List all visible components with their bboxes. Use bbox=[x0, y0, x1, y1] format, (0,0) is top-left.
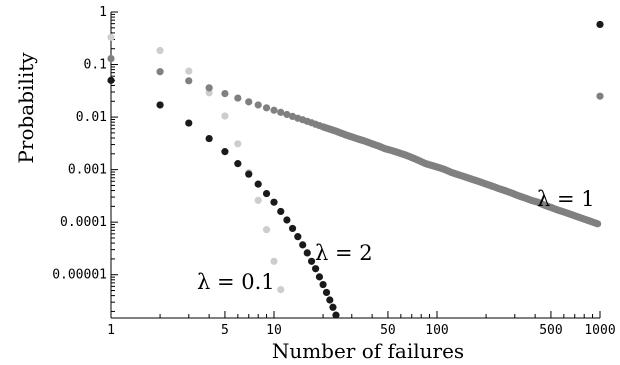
data-point bbox=[254, 180, 262, 188]
y-tick-label: 1 bbox=[99, 5, 107, 20]
data-point bbox=[262, 189, 271, 198]
data-point bbox=[234, 94, 242, 102]
series--0-1 bbox=[107, 33, 285, 294]
data-point bbox=[270, 106, 278, 114]
y-tick-label: 0.1 bbox=[84, 58, 107, 73]
x-tick-label: 5 bbox=[221, 323, 229, 338]
annotation-lambda-2: λ = 2 bbox=[315, 241, 373, 265]
series--1 bbox=[107, 54, 604, 228]
data-point bbox=[277, 108, 285, 116]
data-point bbox=[221, 89, 229, 98]
x-tick-label: 1 bbox=[107, 323, 115, 338]
x-tick-label: 10 bbox=[266, 323, 282, 338]
data-point bbox=[221, 112, 229, 120]
data-point bbox=[234, 140, 242, 148]
data-point bbox=[262, 104, 271, 112]
data-point bbox=[299, 241, 307, 249]
data-point bbox=[107, 54, 115, 63]
data-point bbox=[283, 216, 291, 224]
data-point bbox=[262, 226, 271, 234]
data-point bbox=[596, 92, 604, 100]
data-point bbox=[315, 273, 324, 281]
data-point bbox=[329, 303, 337, 311]
data-point bbox=[596, 20, 604, 29]
annotation-lambda-1: λ = 1 bbox=[537, 187, 595, 211]
data-point bbox=[254, 101, 262, 109]
data-point bbox=[592, 219, 600, 227]
x-axis-title: Number of failures bbox=[272, 339, 464, 363]
data-point bbox=[185, 77, 193, 85]
data-point bbox=[322, 288, 331, 297]
data-point bbox=[270, 257, 278, 265]
x-tick-label: 1000 bbox=[584, 323, 615, 338]
y-tick-label: 0.0001 bbox=[60, 215, 107, 230]
y-tick-label: 0.00001 bbox=[52, 268, 107, 283]
data-point bbox=[254, 196, 262, 204]
y-tick-label: 0.01 bbox=[76, 110, 107, 125]
data-point bbox=[307, 257, 316, 265]
labels: Number of failures Probability λ = 1 λ =… bbox=[14, 52, 595, 363]
y-axis-title: Probability bbox=[14, 52, 38, 164]
data-point bbox=[283, 110, 291, 119]
x-tick-label: 50 bbox=[380, 323, 396, 338]
data-point bbox=[245, 170, 253, 178]
data-point bbox=[294, 233, 302, 241]
data-points bbox=[107, 20, 604, 319]
data-point bbox=[205, 84, 213, 92]
data-point bbox=[156, 68, 164, 76]
data-point bbox=[277, 286, 285, 294]
ticks: 1 5 10 50 100 500 1000 1 0.1 0.01 0.001 0.0001 0.000… bbox=[52, 5, 615, 338]
data-point bbox=[326, 296, 334, 304]
data-point bbox=[303, 249, 311, 257]
data-point bbox=[270, 198, 278, 206]
data-point bbox=[312, 265, 320, 273]
x-tick-label: 100 bbox=[425, 323, 448, 338]
data-point bbox=[319, 280, 327, 289]
data-point bbox=[205, 134, 213, 143]
series--2 bbox=[107, 20, 604, 319]
axes bbox=[110, 12, 600, 319]
data-point bbox=[245, 98, 253, 106]
data-point bbox=[288, 224, 297, 233]
y-tick-label: 0.001 bbox=[68, 163, 107, 178]
annotation-lambda-0-1: λ = 0.1 bbox=[197, 270, 275, 294]
data-point bbox=[234, 160, 242, 168]
data-point bbox=[277, 207, 285, 216]
data-point bbox=[185, 119, 193, 127]
data-point bbox=[332, 311, 340, 319]
data-point bbox=[221, 148, 229, 156]
data-point bbox=[205, 89, 213, 97]
data-point bbox=[107, 33, 115, 41]
data-point bbox=[107, 76, 115, 84]
data-point bbox=[156, 101, 164, 109]
x-tick-label: 500 bbox=[539, 323, 562, 338]
data-point bbox=[156, 46, 164, 55]
data-point bbox=[185, 67, 193, 75]
